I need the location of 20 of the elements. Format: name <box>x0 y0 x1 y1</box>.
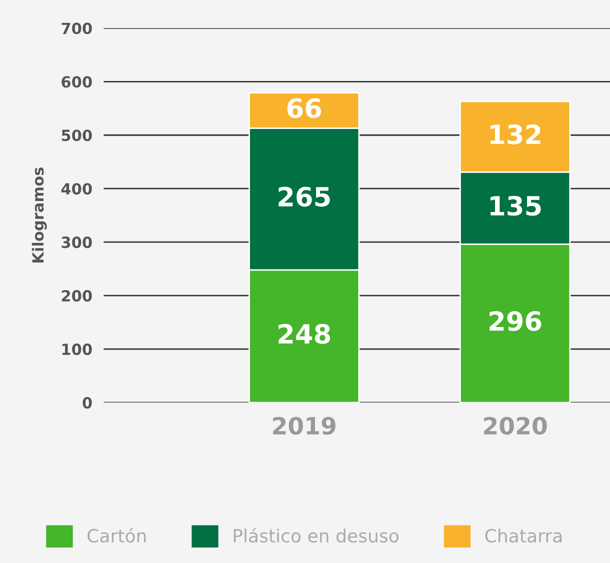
data-label: 135 <box>490 196 541 216</box>
y-tick-label: 400 <box>61 183 92 195</box>
data-label: 66 <box>287 98 322 118</box>
data-label: 132 <box>490 124 540 144</box>
y-tick-label: 700 <box>62 22 92 34</box>
legend-label: Chatarra <box>485 528 562 543</box>
y-tick-label: 300 <box>62 236 92 248</box>
y-tick-label: 200 <box>62 290 92 302</box>
data-label: 296 <box>490 311 542 332</box>
x-tick-label: 2020 <box>484 416 547 435</box>
y-tick-label: 0 <box>82 397 92 409</box>
legend-label: Plástico en desuso <box>234 528 398 543</box>
y-tick-label: 500 <box>62 130 92 142</box>
x-tick-label: 2019 <box>273 416 336 435</box>
data-label: 248 <box>278 324 330 344</box>
legend-label: Cartón <box>88 528 146 543</box>
y-tick-label: 600 <box>62 76 92 88</box>
y-tick-label: 100 <box>62 344 92 356</box>
data-label: 265 <box>278 186 330 207</box>
y-axis-title: Kilogramos <box>32 168 47 262</box>
